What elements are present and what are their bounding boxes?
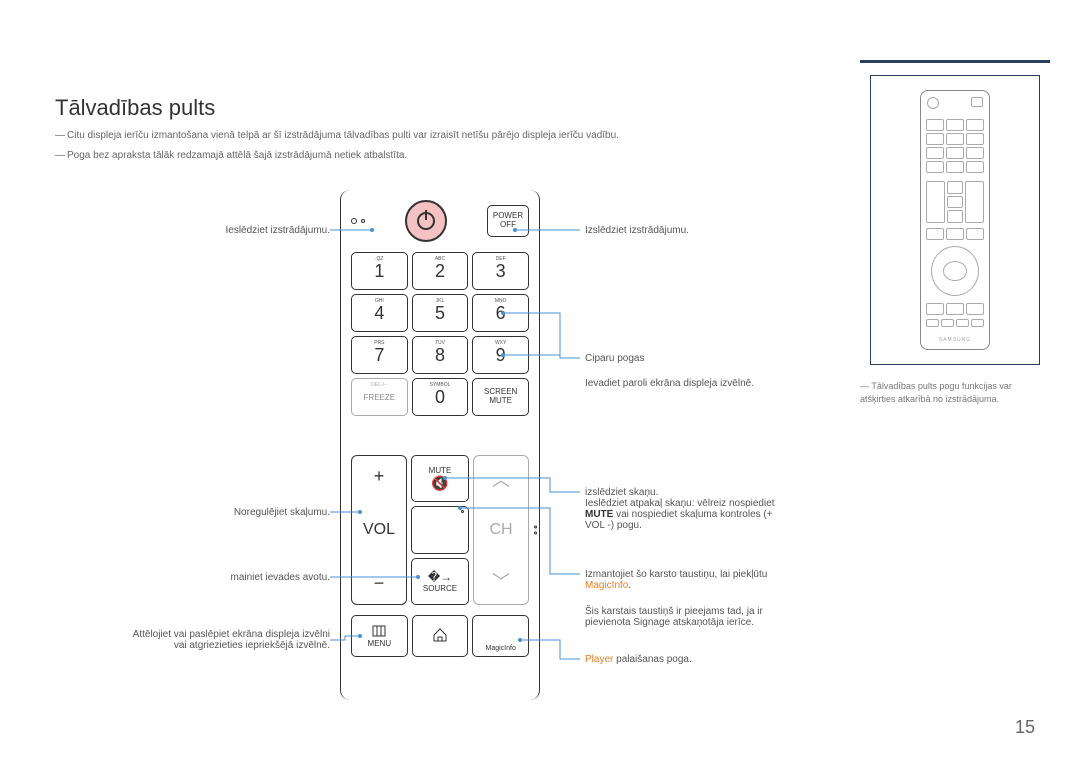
vol-minus-icon: − (374, 573, 385, 594)
small-remote-note: ― Tālvadības pults pogu funkcijas var at… (860, 380, 1040, 405)
ch-label: CH (489, 521, 512, 539)
callout-volume: Noregulējiet skaļumu. (55, 507, 330, 518)
page-title: Tālvadības pults (55, 95, 215, 121)
key-8[interactable]: TUV8 (412, 336, 469, 374)
magicinfo-button[interactable]: MagicInfo (472, 615, 529, 657)
key-9[interactable]: WXY9 (472, 336, 529, 374)
mute-label: MUTE (429, 466, 452, 475)
ch-up-icon: ︿ (492, 466, 510, 492)
remote-control: POWER OFF .QZ1 ABC2 DEF3 GHI4 JKL5 MNO6 … (340, 190, 540, 700)
callout-power-on: Ieslēdziet izstrādājumu. (55, 225, 330, 236)
power-icon (417, 212, 435, 230)
key-6[interactable]: MNO6 (472, 294, 529, 332)
key-7[interactable]: PRS7 (351, 336, 408, 374)
magicinfo-label: MagicInfo (486, 645, 516, 652)
screen-mute-button[interactable]: SCREENMUTE (472, 378, 529, 416)
callout-source: mainiet ievades avotu. (55, 572, 330, 583)
callout-numbers: Ciparu pogas Ievadiet paroli ekrāna disp… (585, 353, 845, 389)
callout-signage: Šis karstais taustiņš ir pieejams tad, j… (585, 606, 845, 628)
led-dot (351, 218, 357, 224)
key-5[interactable]: JKL5 (412, 294, 469, 332)
freeze-button[interactable]: DEL-/--FREEZE (351, 378, 408, 416)
callout-mute: izslēdziet skaņu. Ieslēdziet atpakaļ ska… (585, 487, 845, 531)
key-2[interactable]: ABC2 (412, 252, 469, 290)
key-4[interactable]: GHI4 (351, 294, 408, 332)
menu-icon (372, 625, 386, 637)
menu-button[interactable]: MENU (351, 615, 408, 657)
callout-magicinfo-hotkey: Izmantojiet šo karsto taustiņu, lai piek… (585, 569, 845, 591)
note-1: ―Citu displeja ierīču izmantošana vienā … (55, 130, 619, 141)
ch-down-icon: ﹀ (492, 568, 510, 594)
mute-button[interactable]: MUTE 🔇 (411, 455, 469, 502)
callout-power-off: Izslēdziet izstrādājumu. (585, 225, 845, 236)
menu-label: MENU (368, 639, 392, 648)
small-remote-figure: SAMSUNG (870, 75, 1040, 365)
vol-label: VOL (363, 521, 395, 539)
callout-menu: Attēlojiet vai paslēpiet ekrāna displeja… (55, 629, 330, 651)
brand-label: SAMSUNG (921, 337, 989, 343)
mute-icon: 🔇 (431, 475, 448, 492)
source-icon: �→ (428, 570, 452, 584)
volume-button[interactable]: + VOL − (351, 455, 407, 605)
source-button[interactable]: �→ SOURCE (411, 558, 469, 605)
power-off-button[interactable]: POWER OFF (487, 205, 529, 237)
led-dot (361, 219, 365, 223)
key-3[interactable]: DEF3 (472, 252, 529, 290)
home-icon (432, 627, 448, 643)
key-1[interactable]: .QZ1 (351, 252, 408, 290)
home-button[interactable] (412, 615, 469, 657)
key-0[interactable]: SYMBOL0 (412, 378, 469, 416)
vol-plus-icon: + (374, 466, 385, 487)
numeric-keypad: .QZ1 ABC2 DEF3 GHI4 JKL5 MNO6 PRS7 TUV8 … (351, 252, 529, 416)
power-button[interactable] (405, 200, 447, 242)
source-label: SOURCE (423, 584, 457, 593)
page-number: 15 (1015, 717, 1035, 738)
callout-player: Player palaišanas poga. (585, 654, 845, 665)
note-2: ―Poga bez apraksta tālāk redzamajā attēl… (55, 150, 407, 161)
power-off-label2: OFF (500, 221, 516, 230)
channel-button[interactable]: ︿ CH ﹀ (473, 455, 529, 605)
blank-button[interactable] (411, 506, 469, 553)
